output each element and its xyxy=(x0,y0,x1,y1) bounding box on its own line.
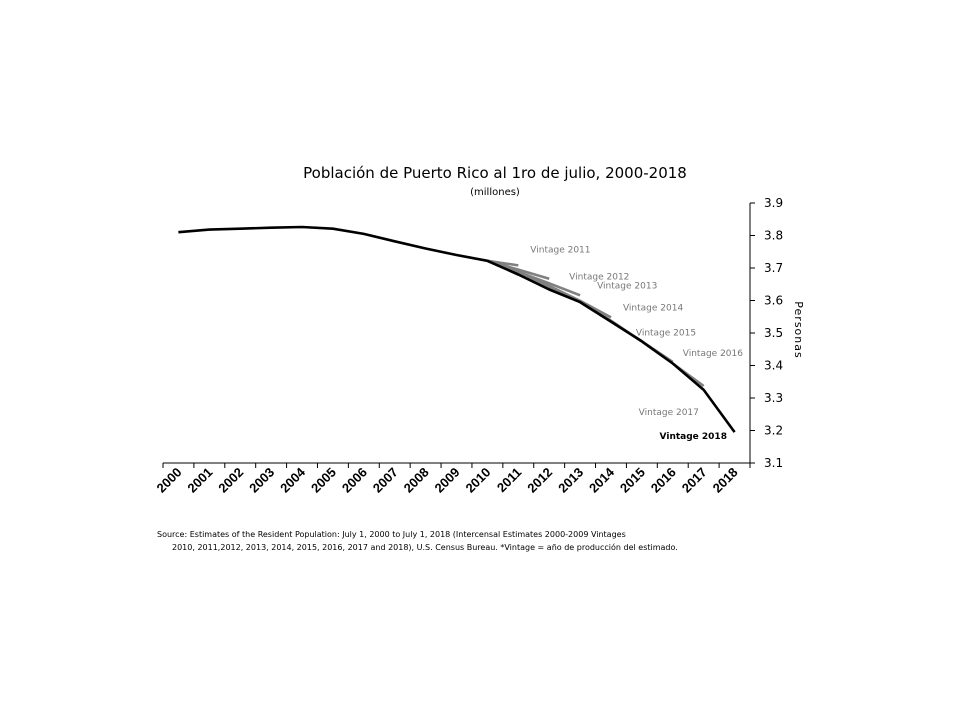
chart-subtitle: (millones) xyxy=(470,187,520,198)
x-tick-label: 2013 xyxy=(555,465,586,496)
y-axis-label: Personas xyxy=(792,301,805,358)
x-tick-label: 2018 xyxy=(710,465,741,496)
series-line-vintage-2018 xyxy=(178,225,736,433)
y-tick-label: 3.2 xyxy=(764,424,783,438)
y-tick-label: 3.3 xyxy=(764,391,783,405)
series-label-vintage-2016: Vintage 2016 xyxy=(683,349,743,359)
chart-title: Población de Puerto Rico al 1ro de julio… xyxy=(303,164,687,182)
x-tick-label: 2014 xyxy=(586,464,618,496)
x-tick-label: 2008 xyxy=(401,465,432,496)
x-tick-label: 2003 xyxy=(246,465,277,496)
x-tick-label: 2007 xyxy=(370,465,401,496)
x-tick-label: 2016 xyxy=(648,465,679,496)
x-tick-label: 2006 xyxy=(339,465,370,496)
y-tick-label: 3.5 xyxy=(764,326,783,340)
series-label-vintage-2014: Vintage 2014 xyxy=(623,303,683,313)
x-tick-label: 2009 xyxy=(432,465,463,496)
x-tick-label: 2011 xyxy=(494,465,525,496)
source-note: Source: Estimates of the Resident Popula… xyxy=(157,528,797,554)
y-tick-label: 3.6 xyxy=(764,294,783,308)
x-tick-label: 2010 xyxy=(462,465,493,496)
source-line-1: Source: Estimates of the Resident Popula… xyxy=(157,530,626,539)
series-layer xyxy=(178,225,736,433)
x-tick-label: 2000 xyxy=(154,465,185,496)
y-tick-label: 3.7 xyxy=(764,261,783,275)
y-tick-label: 3.1 xyxy=(764,456,783,470)
source-line-2: 2010, 2011,2012, 2013, 2014, 2015, 2016,… xyxy=(172,543,678,552)
series-label-vintage-2012: Vintage 2012 xyxy=(569,273,629,283)
y-tick-label: 3.8 xyxy=(764,229,783,243)
series-label-vintage-2011: Vintage 2011 xyxy=(530,245,590,255)
x-tick-label: 2001 xyxy=(184,465,215,496)
series-label-vintage-2017: Vintage 2017 xyxy=(639,408,699,418)
x-tick-label: 2017 xyxy=(679,465,710,496)
series-label-vintage-2013: Vintage 2013 xyxy=(597,281,657,291)
x-tick-label: 2002 xyxy=(215,465,246,496)
y-tick-label: 3.4 xyxy=(764,359,783,373)
x-tick-label: 2005 xyxy=(308,465,339,496)
series-label-vintage-2015: Vintage 2015 xyxy=(636,328,696,338)
series-label-vintage-2018: Vintage 2018 xyxy=(660,432,727,442)
x-tick-label: 2015 xyxy=(617,465,648,496)
axes: 2000 2001 2002 2003 2004 2005 2006 2007 2008 2009… xyxy=(154,196,784,496)
x-tick-label: 2012 xyxy=(524,465,555,496)
x-tick-label: 2004 xyxy=(277,464,309,496)
y-tick-label: 3.9 xyxy=(764,196,783,210)
